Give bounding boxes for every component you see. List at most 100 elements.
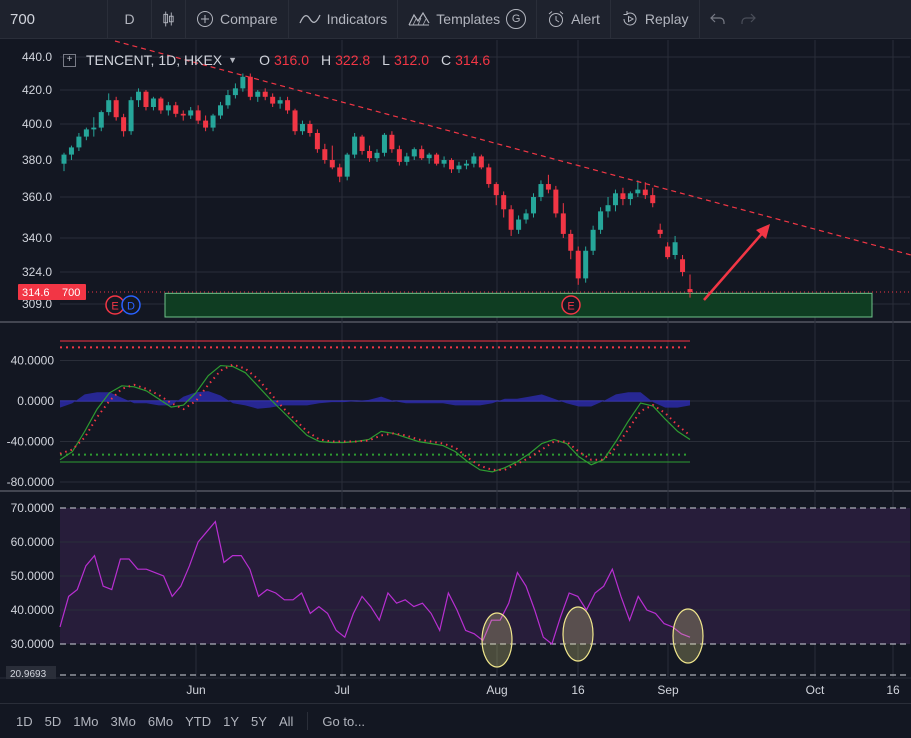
range-button-6mo[interactable]: 6Mo — [147, 713, 174, 729]
candle-body — [307, 124, 313, 133]
candle-body — [627, 193, 633, 200]
undo-icon[interactable] — [709, 13, 726, 25]
legend-title[interactable]: TENCENT, 1D, HKEX — [86, 52, 223, 68]
rsi-tick-label: 70.0000 — [11, 501, 55, 515]
symbol-label: 700 — [10, 10, 36, 28]
range-button-1d[interactable]: 1D — [16, 713, 33, 729]
time-tick-label: Jun — [186, 683, 205, 697]
candle-body — [180, 113, 186, 116]
interval-button[interactable]: D — [108, 0, 152, 38]
candle-body — [531, 197, 536, 214]
candle-body — [568, 233, 574, 251]
candle-body — [441, 160, 447, 164]
candle-body — [665, 246, 671, 258]
projection-arrow-line — [703, 228, 767, 301]
event-marker-label: E — [567, 301, 574, 313]
candle-body — [508, 209, 514, 230]
legend-close-value: 314.6 — [455, 52, 491, 68]
candle-body — [501, 195, 507, 210]
price-tick-label: 420.0 — [22, 83, 52, 97]
chart-canvas[interactable]: 440.0 420.0 400.0 380.0 360.0 340.0 324.0 309.0… — [0, 39, 911, 702]
candle-body — [299, 124, 305, 132]
resistance-trendline — [114, 40, 911, 256]
range-button-ytd[interactable]: YTD — [185, 713, 212, 729]
templates-button[interactable]: Templates G — [398, 0, 538, 38]
range-button-5y[interactable]: 5Y — [251, 713, 267, 729]
candle-body — [210, 115, 216, 128]
oscillator-tick-label: -40.0000 — [7, 435, 55, 449]
oscillator-tick-label: 40.0000 — [11, 354, 55, 368]
legend-high-value: 322.8 — [335, 52, 371, 68]
candle-body — [553, 189, 559, 214]
candle-body — [143, 91, 149, 107]
event-marker-label: E — [111, 301, 118, 313]
rsi-tick-label: 30.0000 — [11, 637, 55, 651]
legend-open-value: 316.0 — [273, 52, 309, 68]
alert-button[interactable]: Alert — [537, 0, 611, 38]
range-button-5d[interactable]: 5D — [44, 713, 62, 729]
time-tick-label: Sep — [657, 683, 679, 697]
event-marker — [121, 295, 141, 315]
candle-body — [396, 149, 402, 162]
redo-icon[interactable] — [740, 13, 756, 25]
range-button-all[interactable]: All — [278, 713, 294, 729]
candle-body — [411, 149, 417, 157]
candle-body — [270, 96, 276, 104]
rsi-tick-label: 60.0000 — [11, 535, 55, 549]
legend-dropdown-icon[interactable]: ▼ — [228, 55, 238, 65]
price-tick-label: 309.0 — [22, 297, 52, 311]
volume-label: 700 — [62, 287, 80, 299]
plus-circle-icon — [197, 11, 213, 27]
last-price-tag — [18, 284, 86, 301]
chart-style-button[interactable] — [152, 0, 186, 38]
indicators-button[interactable]: Indicators — [289, 0, 399, 38]
candlestick-icon — [163, 11, 174, 27]
candle-body — [68, 147, 74, 155]
oversold-highlight-ellipse — [481, 612, 513, 668]
candle-body — [165, 105, 171, 111]
price-tick-label: 340.0 — [22, 231, 52, 245]
candle-body — [314, 133, 320, 150]
candle-body — [285, 100, 291, 111]
alarm-clock-icon — [548, 11, 564, 27]
price-tick-label: 380.0 — [22, 153, 52, 167]
candle-body — [538, 184, 544, 197]
price-tick-label: 440.0 — [22, 50, 52, 64]
candle-body — [463, 163, 469, 166]
goto-button[interactable]: Go to... — [322, 713, 366, 729]
range-button-1mo[interactable]: 1Mo — [73, 713, 99, 729]
bottom-toolbar: 1D 5D 1Mo 3Mo 6Mo YTD 1Y 5Y All Go to... — [0, 703, 911, 738]
compare-label: Compare — [220, 11, 278, 27]
oversold-highlight-ellipse — [672, 608, 704, 664]
replay-icon — [623, 11, 637, 26]
alert-label: Alert — [571, 11, 600, 27]
templates-label: Templates — [436, 11, 501, 27]
candle-body — [516, 219, 522, 230]
replay-button[interactable]: Replay — [611, 0, 700, 38]
candle-body — [98, 112, 104, 128]
candle-body — [136, 91, 142, 101]
oscillator-signal-line — [59, 363, 691, 471]
range-buttons: 1D 5D 1Mo 3Mo 6Mo YTD 1Y 5Y All — [0, 714, 299, 729]
symbol-search[interactable]: 700 — [0, 0, 108, 38]
range-button-3mo[interactable]: 3Mo — [110, 713, 136, 729]
candle-body — [292, 110, 298, 132]
candle-body — [426, 154, 432, 159]
candle-body — [106, 100, 112, 113]
time-tick-label: 16 — [571, 683, 585, 697]
compare-button[interactable]: Compare — [186, 0, 289, 38]
expand-legend-icon[interactable]: + — [63, 53, 76, 67]
legend-low-value: 312.0 — [393, 52, 430, 68]
candle-body — [381, 134, 387, 153]
range-button-1y[interactable]: 1Y — [223, 713, 240, 729]
candle-body — [329, 160, 335, 168]
candle-body — [76, 136, 82, 148]
event-marker-label: D — [127, 301, 135, 313]
oscillator-histogram — [60, 391, 690, 409]
rsi-tick-label: 40.0000 — [11, 603, 55, 617]
candle-body — [478, 156, 484, 168]
time-tick-label: Aug — [486, 683, 507, 697]
candle-body — [61, 154, 67, 164]
candle-body — [620, 193, 626, 200]
candle-body — [322, 149, 328, 160]
